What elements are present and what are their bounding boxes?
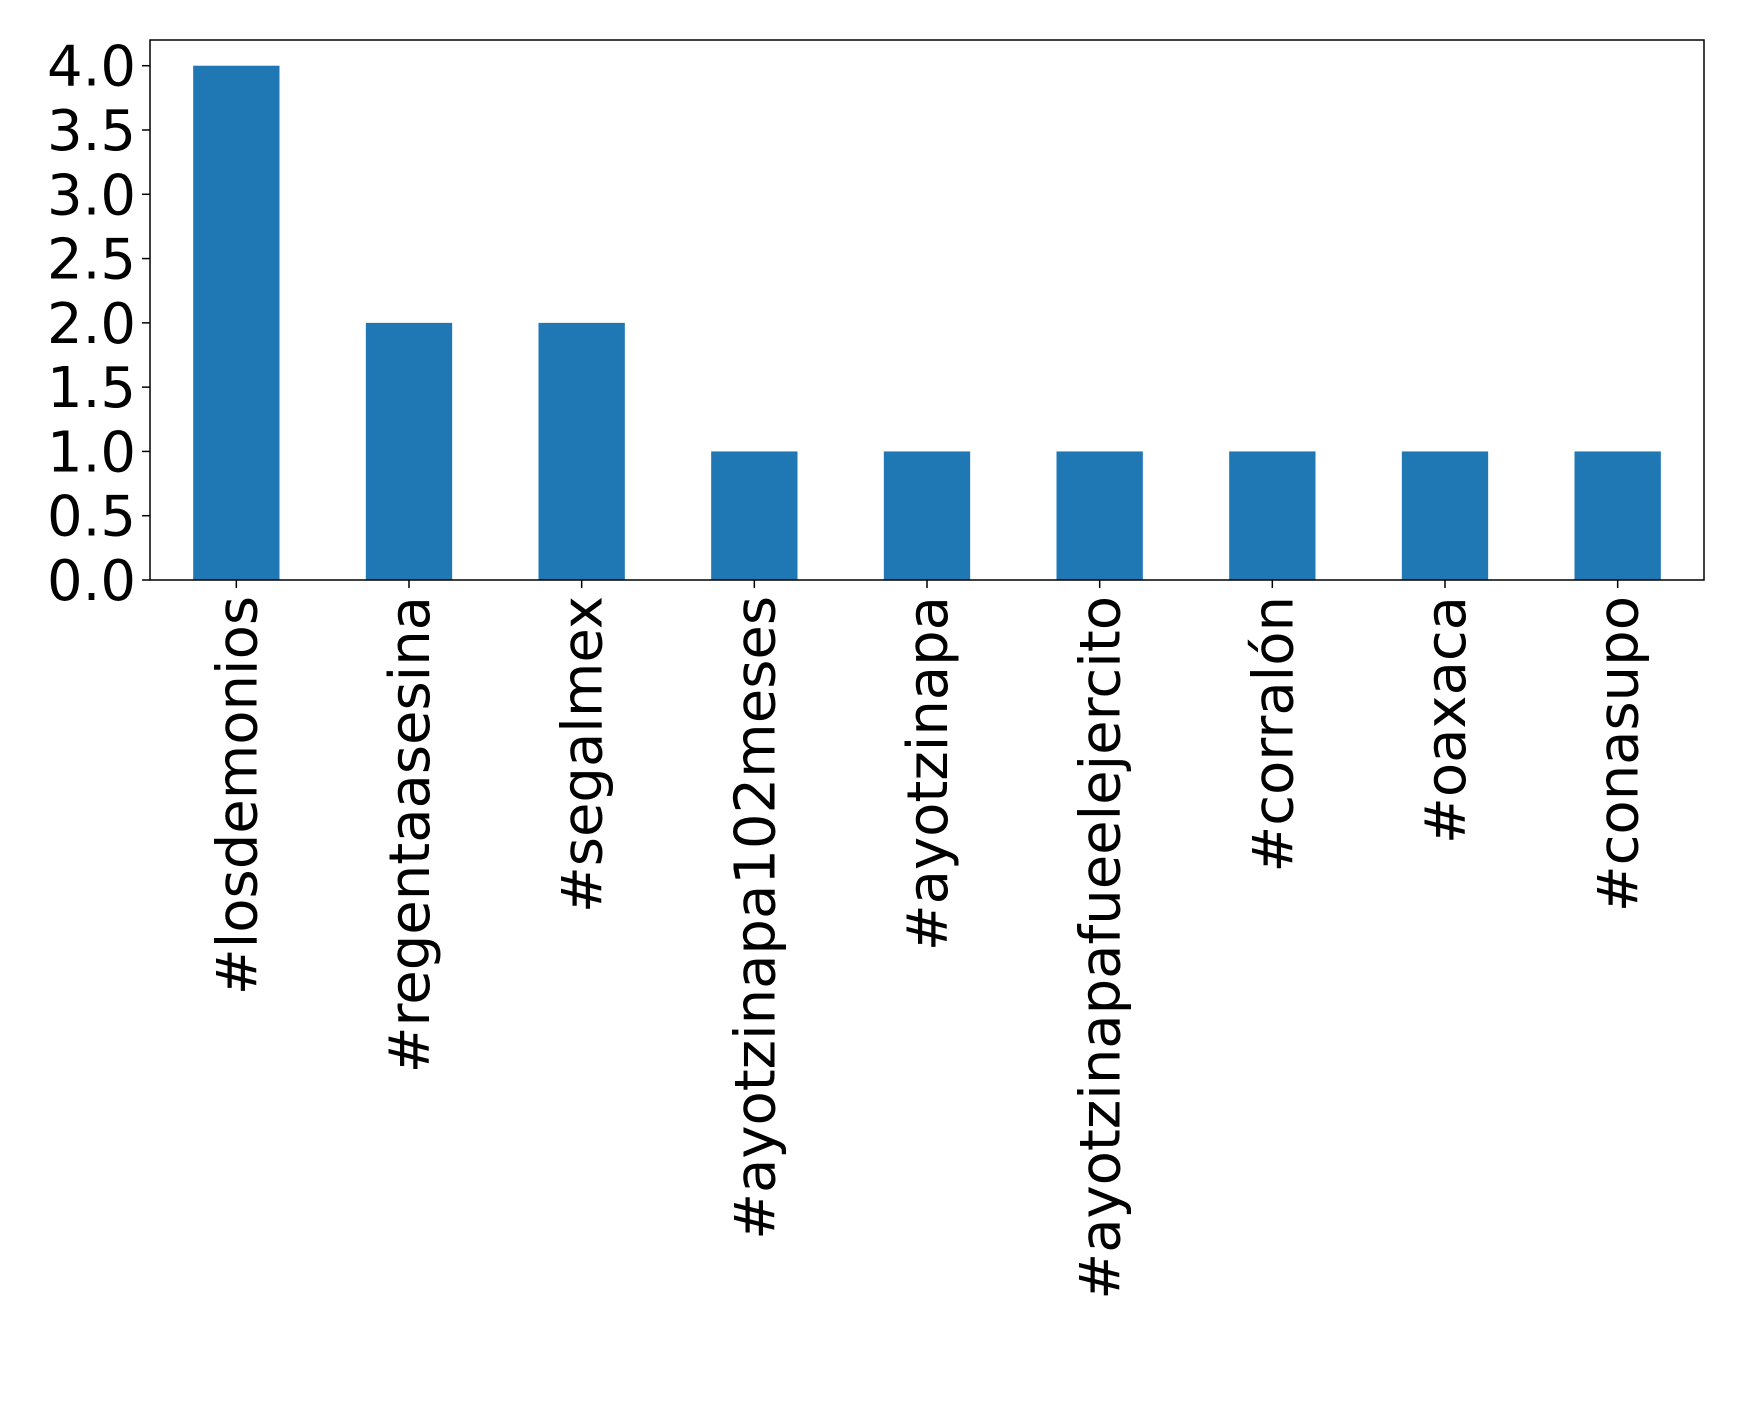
y-tick-label: 0.5: [47, 485, 136, 550]
y-tick-label: 3.0: [47, 163, 136, 228]
bar: [1401, 451, 1489, 580]
y-tick-label: 2.5: [47, 228, 136, 293]
y-tick-label: 3.5: [47, 99, 136, 164]
bar: [365, 322, 453, 580]
bar: [1229, 451, 1316, 580]
y-tick-label: 4.0: [47, 35, 136, 100]
bar: [1574, 451, 1661, 580]
y-tick-label: 1.5: [47, 356, 136, 421]
bar: [538, 322, 625, 580]
bars-layer: [193, 65, 1661, 580]
x-tick-label: #ayotzinapa102meses: [723, 596, 788, 1240]
x-tick-label: #conasupo: [1587, 596, 1652, 912]
y-axis: 0.00.51.01.52.02.53.03.54.0: [47, 35, 150, 614]
x-tick-label: #ayotzinapa: [896, 596, 961, 951]
bar: [1056, 451, 1143, 580]
x-tick-label: #regentaasesina: [378, 596, 443, 1073]
x-tick-label: #ayotzinapafueelejercito: [1069, 596, 1134, 1300]
bar: [711, 451, 798, 580]
x-tick-label: #oaxaca: [1414, 596, 1479, 844]
x-axis: #losdemonios #regentaasesina #segalmex #ayo…: [205, 580, 1652, 1300]
x-tick-label: #losdemonios: [205, 596, 270, 995]
bar: [883, 451, 971, 580]
y-tick-label: 0.0: [47, 549, 136, 614]
x-tick-label: #segalmex: [551, 596, 616, 913]
y-tick-label: 1.0: [47, 420, 136, 485]
bar: [193, 65, 280, 580]
x-tick-label: #corralón: [1241, 596, 1306, 873]
y-tick-label: 2.0: [47, 292, 136, 357]
